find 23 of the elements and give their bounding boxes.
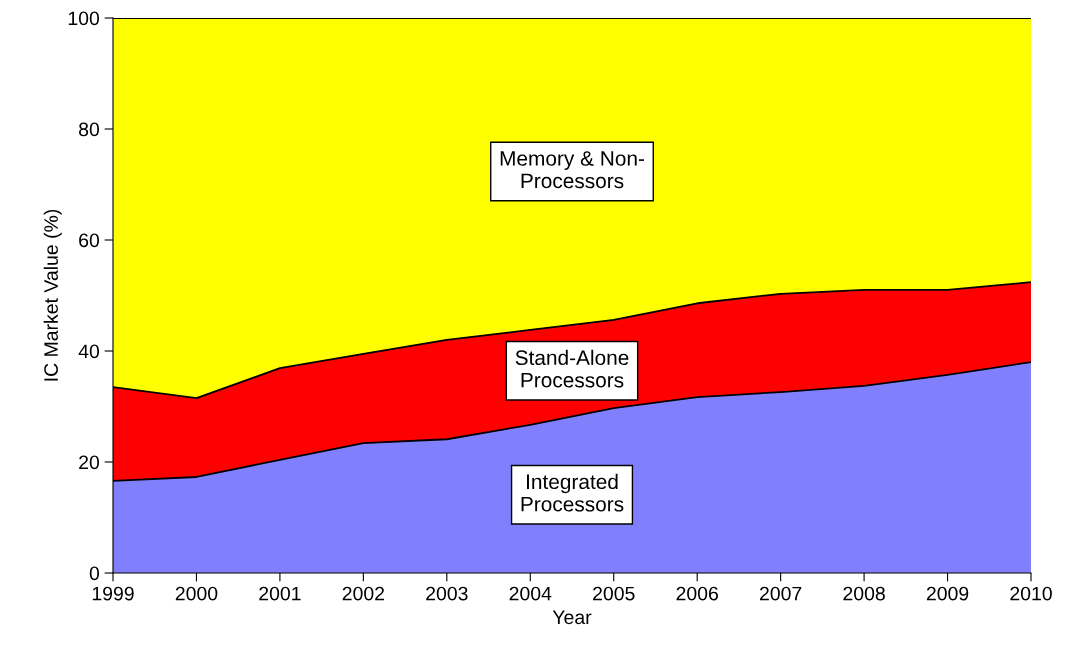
y-tick-label: 0 xyxy=(89,566,100,581)
x-tick-label: 2001 xyxy=(259,586,301,601)
x-tick-label: 2005 xyxy=(593,586,635,601)
series-label: Integrated Processors xyxy=(521,473,624,512)
y-tick-label: 40 xyxy=(78,344,100,359)
x-tick-label: 2002 xyxy=(342,586,385,601)
series-label: Stand-Alone Processors xyxy=(515,349,629,388)
y-tick-label: 100 xyxy=(68,11,100,26)
x-tick-label: 2009 xyxy=(926,586,969,601)
x-axis-title: Year xyxy=(552,610,592,625)
x-tick-label: 2007 xyxy=(759,586,802,601)
series-label: Memory & Non- Processors xyxy=(500,151,645,189)
y-tick-label: 60 xyxy=(79,233,100,248)
x-tick-label: 2010 xyxy=(1010,586,1052,601)
x-tick-label: 2006 xyxy=(676,586,718,601)
y-axis-title: IC Market Value (%) xyxy=(43,209,62,381)
x-tick-label: 2000 xyxy=(175,586,218,601)
x-tick-label: 2008 xyxy=(843,586,885,601)
x-tick-label: 2003 xyxy=(426,586,468,601)
y-tick-label: 20 xyxy=(79,455,100,470)
x-tick-label: 1999 xyxy=(92,586,134,601)
y-tick-label: 80 xyxy=(79,122,100,137)
x-tick-label: 2004 xyxy=(509,586,552,601)
